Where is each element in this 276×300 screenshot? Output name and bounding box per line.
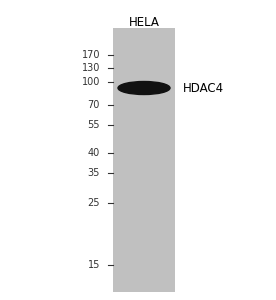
Bar	[113, 28, 175, 292]
Text: 40: 40	[88, 148, 100, 158]
Text: 70: 70	[87, 100, 100, 110]
Text: 55: 55	[87, 120, 100, 130]
Text: 35: 35	[87, 168, 100, 178]
Ellipse shape	[118, 82, 170, 94]
Text: 170: 170	[81, 50, 100, 60]
Text: 130: 130	[82, 63, 100, 73]
Text: 15: 15	[87, 260, 100, 270]
Text: HELA: HELA	[129, 16, 160, 28]
Text: 25: 25	[87, 198, 100, 208]
Text: 100: 100	[82, 77, 100, 87]
Text: HDAC4: HDAC4	[183, 82, 224, 94]
